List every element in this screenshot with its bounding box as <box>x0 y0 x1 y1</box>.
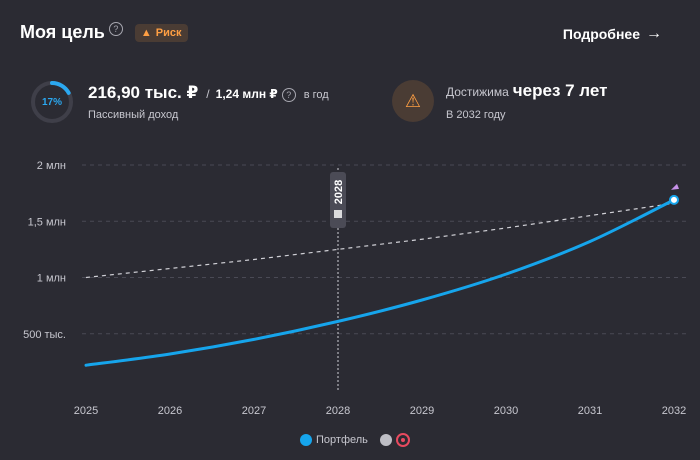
x-tick-label: 2030 <box>494 405 518 417</box>
income-block: 17% 216,90 тыс. ₽ / 1,24 млн ₽ ? в год П… <box>30 80 329 124</box>
party-popper-icon <box>671 183 679 190</box>
more-label: Подробнее <box>562 26 640 42</box>
chart-legend: Портфель <box>300 433 422 447</box>
progress-percent: 17% <box>41 96 62 108</box>
header: Моя цель ? ▲ Риск <box>20 21 189 43</box>
x-tick-label: 2026 <box>158 405 182 417</box>
checkered-flag-icon <box>334 210 342 218</box>
reach-value: через 7 лет <box>512 81 608 100</box>
portfolio-end-point <box>669 194 679 205</box>
income-amount: 216,90 тыс. ₽ <box>88 83 199 102</box>
y-tick-label: 2 млн <box>37 160 66 172</box>
y-tick-label: 1 млн <box>37 273 66 285</box>
warning-icon: ⚠ <box>392 80 434 122</box>
risk-badge-label: Риск <box>155 26 182 39</box>
progress-ring: 17% <box>30 80 74 124</box>
legend-item-target[interactable] <box>379 433 410 447</box>
y-tick-label: 1,5 млн <box>28 216 66 228</box>
x-tick-label: 2025 <box>74 405 98 417</box>
income-period: в год <box>303 89 329 101</box>
legend-dot <box>379 434 392 446</box>
page-title: Моя цель <box>20 22 105 42</box>
risk-badge[interactable]: ▲ Риск <box>134 23 189 42</box>
reach-caption: В 2032 году <box>446 109 506 121</box>
question-icon[interactable]: ? <box>108 21 123 36</box>
y-tick-label: 500 тыс. <box>23 329 66 341</box>
legend-item-portfolio[interactable]: Портфель <box>300 434 368 446</box>
legend-label: Портфель <box>316 434 368 446</box>
x-tick-label: 2032 <box>662 405 686 417</box>
reach-label: Достижима <box>446 85 509 99</box>
income-separator: / <box>206 87 210 101</box>
income-goal: 1,24 млн ₽ <box>215 87 278 101</box>
legend-dot <box>300 434 312 446</box>
x-tick-label: 2031 <box>578 405 602 417</box>
series-portfolio-line <box>84 198 676 367</box>
x-tick-label: 2028 <box>326 405 350 417</box>
x-tick-label: 2029 <box>410 405 434 417</box>
reach-block: ⚠ Достижима через 7 лет В 2032 году <box>392 80 607 122</box>
income-caption: Пассивный доход <box>88 109 179 121</box>
x-tick-label: 2027 <box>242 405 266 417</box>
marker-label: 2028 <box>333 180 345 204</box>
question-icon[interactable]: ? <box>281 88 296 102</box>
warning-icon: ▲ <box>140 26 152 39</box>
more-button[interactable]: Подробнее → <box>563 25 662 43</box>
arrow-right-icon: → <box>646 25 662 42</box>
series-target-line <box>85 202 675 279</box>
target-icon <box>395 433 410 447</box>
